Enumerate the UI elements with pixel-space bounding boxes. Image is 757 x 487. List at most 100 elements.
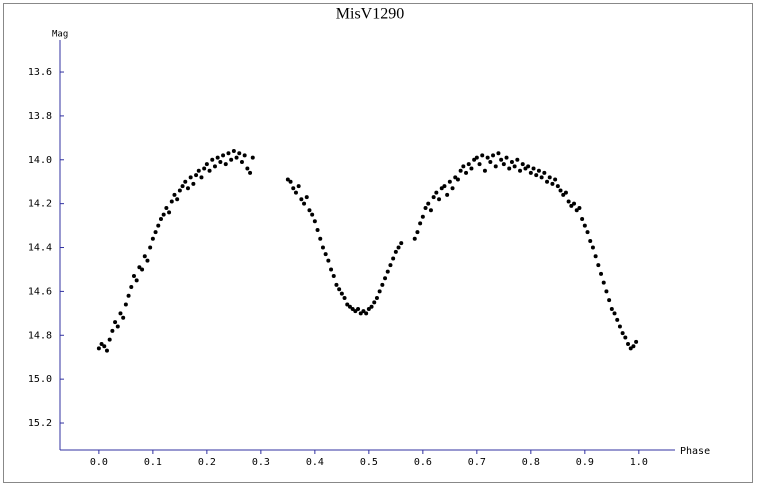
- data-point: [493, 164, 498, 169]
- data-point: [218, 159, 223, 164]
- data-point: [204, 162, 209, 167]
- data-point: [339, 291, 344, 296]
- x-tick-label: 0.3: [252, 457, 270, 468]
- data-point: [507, 166, 512, 171]
- data-point: [113, 320, 118, 325]
- data-point: [202, 166, 207, 171]
- data-point: [531, 166, 536, 171]
- data-point: [496, 151, 501, 156]
- data-point: [485, 155, 490, 160]
- x-tick-label: 0.1: [144, 457, 162, 468]
- data-point: [129, 285, 134, 290]
- data-point: [180, 184, 185, 189]
- x-tick-label: 0.2: [198, 457, 216, 468]
- data-point: [347, 304, 352, 309]
- data-point: [210, 157, 215, 162]
- data-point: [420, 214, 425, 219]
- data-point: [601, 280, 606, 285]
- chart-title: MisV1290: [336, 6, 404, 23]
- data-point: [302, 201, 307, 206]
- data-point: [523, 166, 528, 171]
- data-point: [369, 304, 374, 309]
- data-point: [121, 315, 126, 320]
- data-point: [248, 170, 253, 175]
- data-point: [374, 295, 379, 300]
- data-point: [334, 282, 339, 287]
- data-point: [239, 159, 244, 164]
- x-axis-label: Phase: [680, 446, 710, 457]
- data-point: [445, 192, 450, 197]
- y-tick-label: 13.8: [28, 111, 52, 122]
- data-point: [380, 282, 385, 287]
- data-point: [555, 184, 560, 189]
- y-tick-label: 14.8: [28, 330, 52, 341]
- data-point: [353, 309, 358, 314]
- data-point: [426, 201, 431, 206]
- data-point: [188, 175, 193, 180]
- y-axis-label: Mag: [52, 30, 68, 40]
- data-point: [383, 276, 388, 281]
- data-point: [612, 311, 617, 316]
- data-point: [590, 245, 595, 250]
- data-point: [617, 324, 622, 329]
- x-tick-label: 0.0: [90, 457, 108, 468]
- data-point: [148, 245, 153, 250]
- data-point: [118, 311, 123, 316]
- data-point: [634, 339, 639, 344]
- data-point: [572, 201, 577, 206]
- data-point: [423, 206, 428, 211]
- data-point: [123, 302, 128, 307]
- data-point: [237, 151, 242, 156]
- data-point: [534, 173, 539, 178]
- data-point: [518, 168, 523, 173]
- data-point: [299, 197, 304, 202]
- data-point: [574, 208, 579, 213]
- data-point: [131, 274, 136, 279]
- data-point: [175, 197, 180, 202]
- data-point: [291, 186, 296, 191]
- data-point: [185, 186, 190, 191]
- data-point: [628, 346, 633, 351]
- data-point: [226, 151, 231, 156]
- data-point: [515, 157, 520, 162]
- data-point: [304, 195, 309, 200]
- data-point: [442, 184, 447, 189]
- data-point: [545, 179, 550, 184]
- data-point: [623, 335, 628, 340]
- data-point: [466, 162, 471, 167]
- data-point: [364, 311, 369, 316]
- data-point: [542, 170, 547, 175]
- data-point: [453, 175, 458, 180]
- data-point: [191, 181, 196, 186]
- data-point: [566, 199, 571, 204]
- data-point: [199, 175, 204, 180]
- data-point: [458, 168, 463, 173]
- data-point: [472, 157, 477, 162]
- data-point: [520, 162, 525, 167]
- data-point: [329, 267, 334, 272]
- x-tick-label: 1.0: [630, 457, 648, 468]
- data-point: [482, 168, 487, 173]
- data-point: [250, 155, 255, 160]
- data-point: [137, 265, 142, 270]
- y-tick-label: 13.6: [28, 67, 52, 78]
- data-point: [107, 337, 112, 342]
- data-point: [215, 155, 220, 160]
- data-point: [104, 348, 109, 353]
- data-point: [231, 149, 236, 154]
- x-tick-label: 0.7: [468, 457, 486, 468]
- data-point: [99, 342, 104, 347]
- data-point: [134, 278, 139, 283]
- data-point: [212, 164, 217, 169]
- data-point: [342, 295, 347, 300]
- data-point: [96, 346, 101, 351]
- data-point: [326, 258, 331, 263]
- data-point: [599, 271, 604, 276]
- data-point: [315, 227, 320, 232]
- data-point: [372, 300, 377, 305]
- data-point: [620, 331, 625, 336]
- data-point: [561, 192, 566, 197]
- data-point: [547, 175, 552, 180]
- data-point: [415, 230, 420, 235]
